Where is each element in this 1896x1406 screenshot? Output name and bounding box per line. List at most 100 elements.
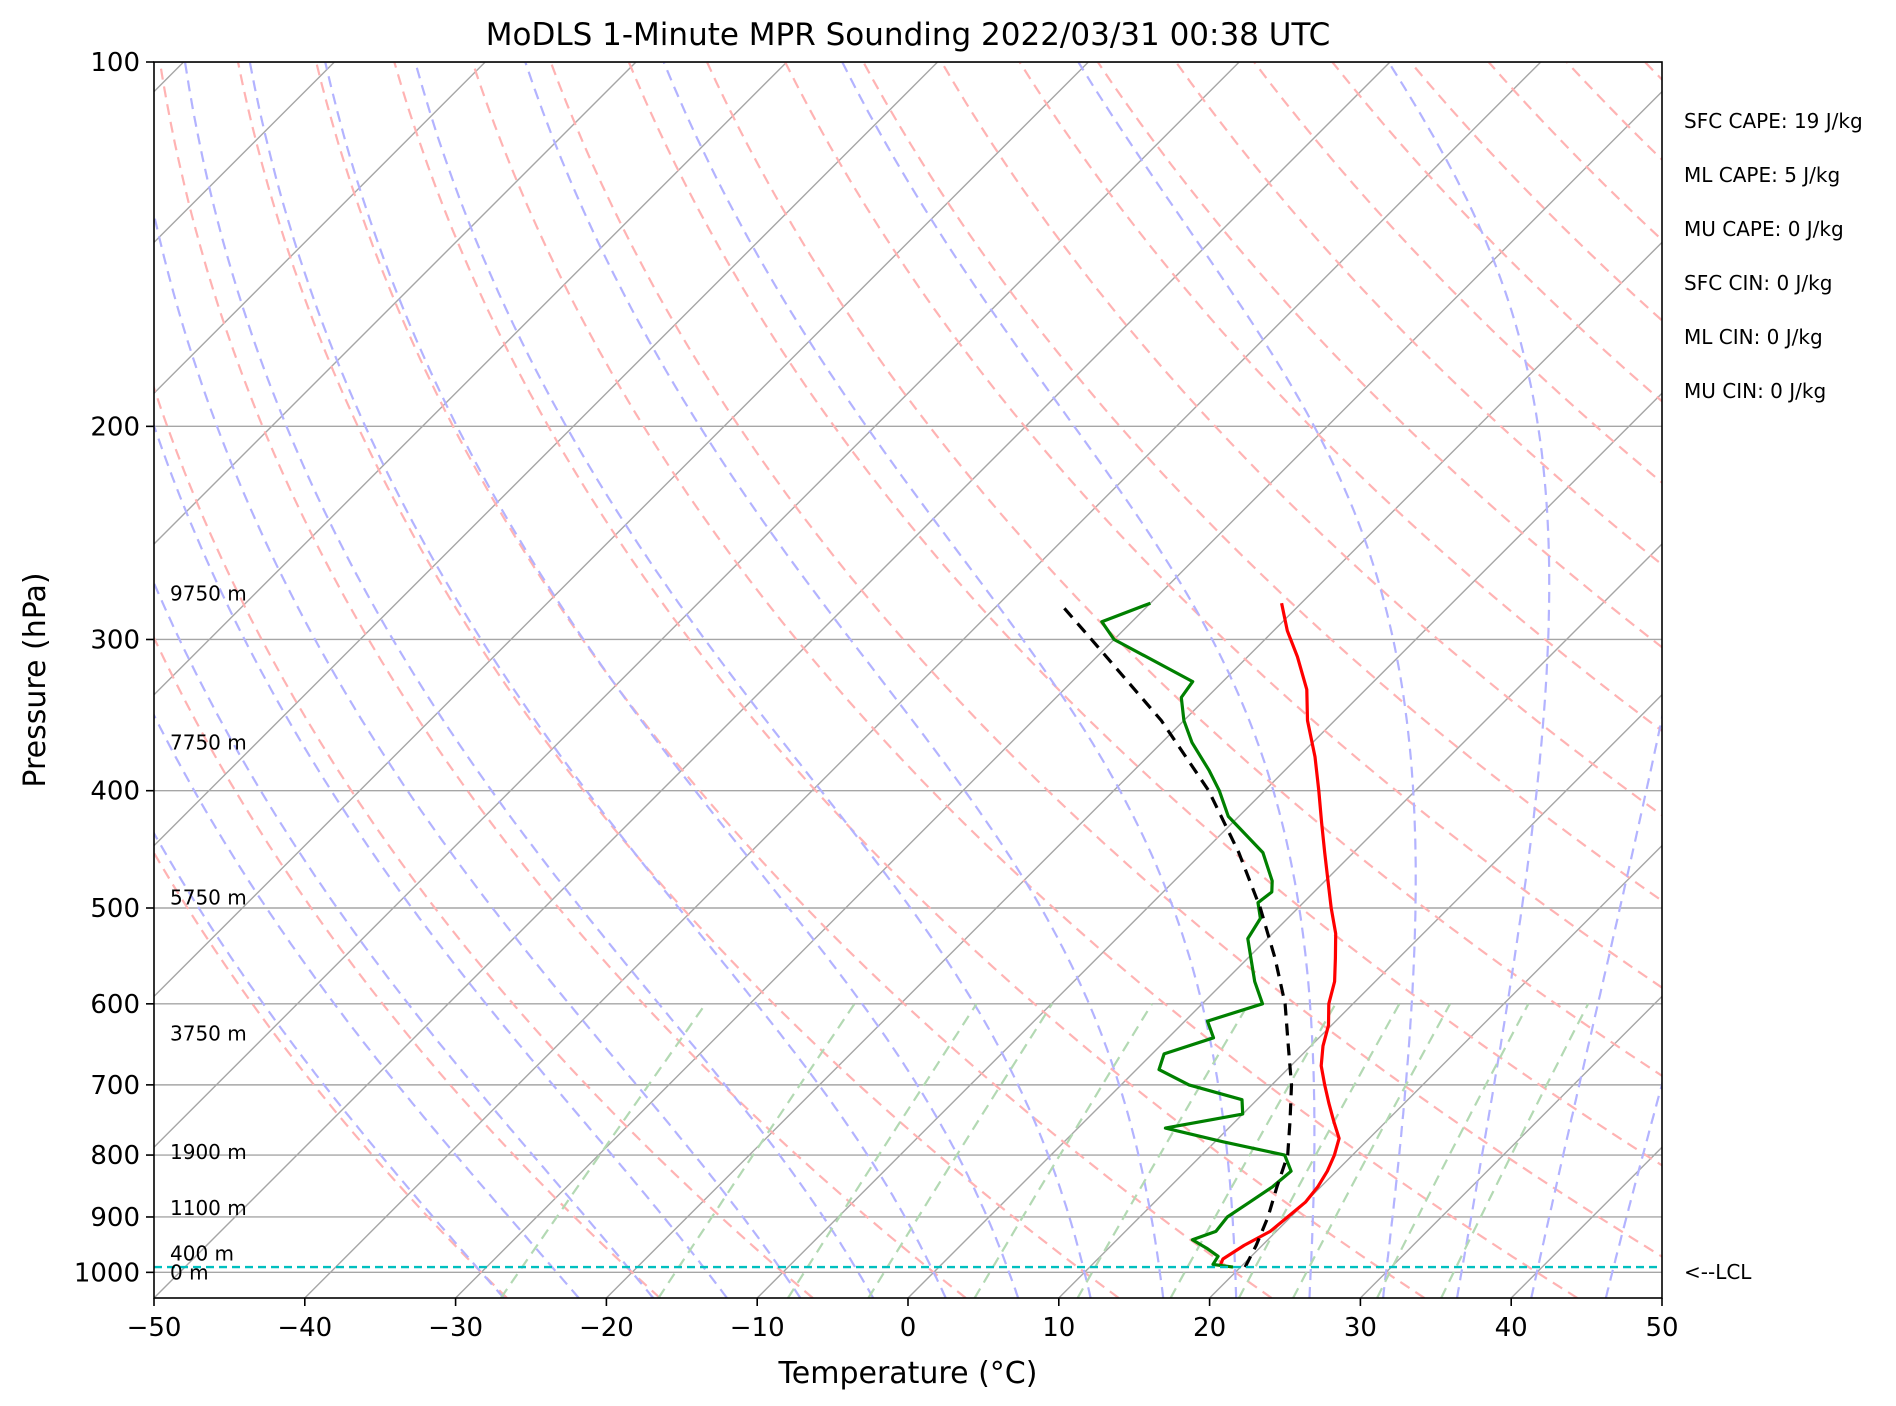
- moist-adiabat-line: [1604, 1080, 1662, 1298]
- height-label: 400 m: [170, 1242, 234, 1266]
- dry-adiabat-line: [940, 62, 1662, 817]
- isotherm-line: [1359, 995, 1662, 1298]
- isotherm-line: [605, 241, 1662, 1298]
- x-tick-label: −10: [730, 1313, 785, 1343]
- dry-adiabat-line: [627, 62, 1662, 1167]
- mixing-ratio-line: [657, 1003, 856, 1298]
- moist-adiabat-line: [1387, 62, 1551, 1298]
- mixing-ratio-line: [1237, 1003, 1401, 1298]
- dry-adiabat-line: [706, 62, 1662, 1078]
- moist-adiabat-line: [324, 62, 1020, 1298]
- y-tick-label: 900: [90, 1203, 140, 1233]
- dry-adiabat-line: [549, 62, 1662, 1258]
- moist-adiabat-line: [154, 209, 802, 1298]
- height-label: 3750 m: [170, 1022, 247, 1046]
- y-tick-label: 200: [90, 412, 140, 442]
- isotherm-line: [907, 543, 1662, 1298]
- dry-adiabat-line: [1175, 62, 1662, 566]
- mixing-ratio-line: [787, 1003, 978, 1298]
- stat-label: MU CAPE: 0 J/kg: [1684, 217, 1844, 241]
- stat-label: MU CIN: 0 J/kg: [1684, 379, 1826, 403]
- y-tick-label: 800: [90, 1141, 140, 1171]
- dry-adiabat-line: [236, 62, 1120, 1298]
- y-axis-label: Pressure (hPa): [18, 572, 53, 787]
- moist-adiabat-line: [154, 422, 728, 1298]
- dry-adiabat-line: [1409, 62, 1662, 322]
- x-tick-label: 10: [1042, 1313, 1075, 1343]
- dry-adiabat-line: [1565, 62, 1662, 162]
- dry-adiabat-line: [1253, 62, 1662, 484]
- x-axis-label: Temperature (°C): [778, 1356, 1038, 1391]
- moist-adiabat-line: [154, 831, 505, 1298]
- background-lines: [154, 62, 1896, 1298]
- dry-adiabat-line: [1096, 62, 1662, 649]
- dry-adiabat-line: [1644, 62, 1662, 82]
- isotherm-line: [1661, 1297, 1662, 1298]
- isotherm-line: [1058, 693, 1662, 1298]
- isotherm-line: [304, 62, 1542, 1298]
- x-tick-label: −50: [127, 1313, 182, 1343]
- isotherm-line: [455, 90, 1662, 1298]
- isotherm-line: [1813, 62, 1896, 1298]
- stats-panel: SFC CAPE: 19 J/kg ML CAPE: 5 J/kg MU CAPE:…: [1684, 109, 1863, 403]
- x-tick-label: 0: [900, 1313, 917, 1343]
- moist-adiabat-line: [1530, 712, 1662, 1298]
- mixing-ratio-line: [1376, 1003, 1530, 1298]
- dry-adiabat-line: [862, 62, 1662, 903]
- parcel-line: [1058, 602, 1294, 1268]
- x-tick-label: −20: [579, 1313, 634, 1343]
- plot-frame: [153, 61, 1663, 1299]
- dry-adiabat-line: [154, 384, 814, 1298]
- dry-adiabat-line: [158, 62, 967, 1298]
- isotherm-line: [154, 62, 1240, 1149]
- data-lines: [154, 601, 1662, 1269]
- height-label: 1900 m: [170, 1140, 247, 1164]
- moist-adiabat-line: [1077, 62, 1417, 1298]
- moist-adiabat-line: [414, 62, 1092, 1298]
- y-axis-ticks: 100 200 300 400 500 600 700 800 900 1000: [74, 48, 154, 1288]
- moist-adiabat-line: [248, 62, 947, 1298]
- x-axis-ticks: −50 −40 −30 −20 −10 0 10 20 30 40 50: [127, 1298, 1679, 1343]
- x-tick-label: −30: [428, 1313, 483, 1343]
- x-tick-label: 40: [1495, 1313, 1528, 1343]
- x-tick-label: −40: [277, 1313, 332, 1343]
- mixing-ratio-line: [1292, 1003, 1452, 1298]
- moist-adiabat-line: [524, 62, 1165, 1298]
- mixing-ratio-line: [1440, 1003, 1590, 1298]
- stat-label: ML CIN: 0 J/kg: [1684, 325, 1823, 349]
- moist-adiabat-line: [154, 580, 655, 1298]
- height-label: 5750 m: [170, 885, 247, 909]
- lcl-label: <--LCL: [1684, 1260, 1752, 1284]
- dry-adiabat-line: [1331, 62, 1662, 403]
- isotherm-line: [1510, 1146, 1662, 1298]
- dry-adiabat-line: [393, 62, 1426, 1298]
- y-tick-label: 700: [90, 1071, 140, 1101]
- mixing-ratio-line: [867, 1003, 1054, 1298]
- isotherm-line: [154, 62, 939, 847]
- isotherm-line: [154, 62, 637, 545]
- isotherm-line: [154, 62, 1089, 998]
- dry-adiabat-line: [1018, 62, 1662, 733]
- x-tick-label: 20: [1193, 1313, 1226, 1343]
- dry-adiabat-line: [471, 62, 1578, 1298]
- x-tick-label: 50: [1645, 1313, 1678, 1343]
- isotherm-line: [154, 62, 788, 696]
- y-tick-label: 100: [90, 48, 140, 78]
- y-tick-label: 600: [90, 990, 140, 1020]
- isotherm-line: [154, 62, 486, 395]
- x-tick-label: 30: [1344, 1313, 1377, 1343]
- y-tick-label: 500: [90, 894, 140, 924]
- isotherm-line: [154, 62, 1391, 1298]
- moist-adiabat-line: [841, 62, 1316, 1298]
- stat-label: SFC CIN: 0 J/kg: [1684, 271, 1832, 295]
- dewpoint-line: [1100, 601, 1293, 1269]
- height-label: 9750 m: [170, 582, 247, 606]
- moist-adiabat-line: [183, 62, 875, 1298]
- isotherm-line: [756, 392, 1662, 1298]
- y-tick-label: 1000: [74, 1258, 140, 1288]
- height-label: 7750 m: [170, 731, 247, 755]
- moist-adiabat-line: [154, 712, 580, 1298]
- mixing-ratio-line: [973, 1003, 1153, 1298]
